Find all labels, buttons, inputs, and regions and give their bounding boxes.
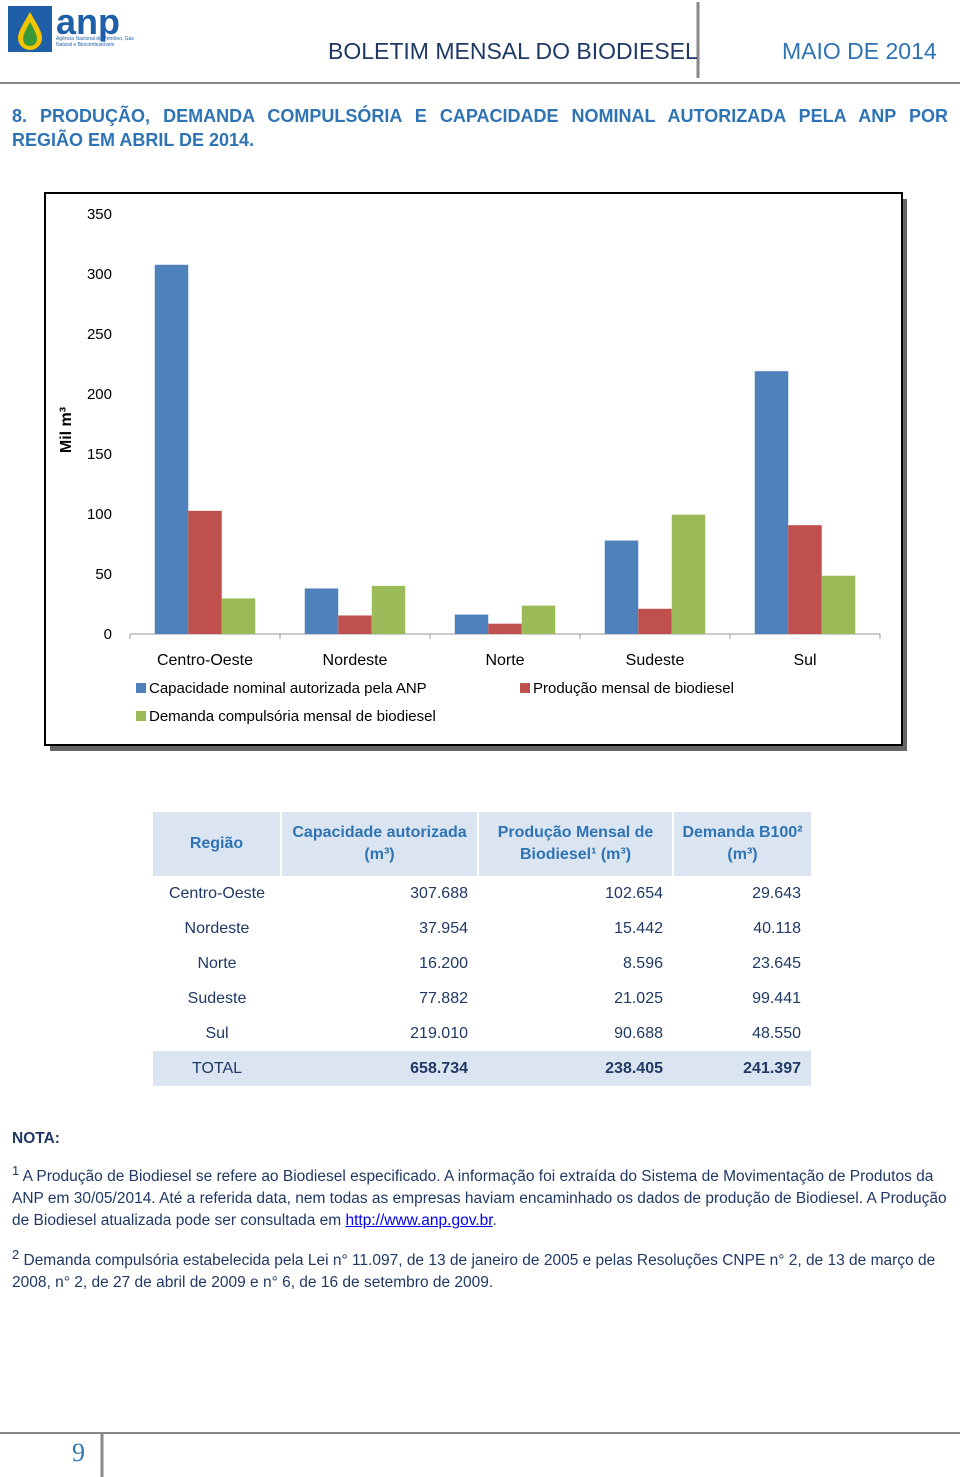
- section-title: REGIÃO EM ABRIL DE 2014.: [12, 130, 255, 150]
- note-text: .: [492, 1212, 497, 1230]
- table-cell: 23.645: [752, 954, 801, 972]
- table-row: Sul 219.010 90.688 48.550: [153, 1016, 811, 1051]
- bar: [521, 605, 556, 634]
- table-cell: Nordeste: [184, 919, 250, 937]
- bar: [754, 371, 789, 634]
- x-tick-label: Sudeste: [626, 652, 685, 669]
- table-row: TOTAL 658.734 238.405 241.397: [153, 1051, 811, 1086]
- table-cell: Sudeste: [187, 989, 247, 1007]
- table-cell: 238.405: [478, 1051, 673, 1086]
- note-marker: 1: [12, 1163, 20, 1178]
- bar: [488, 623, 522, 634]
- y-tick-label: 0: [104, 626, 112, 643]
- table-cell: Sul: [205, 1024, 229, 1042]
- y-tick-label: 50: [95, 566, 112, 583]
- legend-label: Demanda compulsória mensal de biodiesel: [149, 708, 436, 725]
- bar: [371, 585, 406, 634]
- table-cell: 15.442: [614, 919, 663, 937]
- note-marker: 2: [12, 1247, 20, 1263]
- legend-label: Produção mensal de biodiesel: [533, 680, 734, 697]
- notes: NOTA: 1 A Produção de Biodiesel se refer…: [12, 1128, 948, 1306]
- bar: [304, 588, 339, 634]
- table-cell: 658.734: [281, 1051, 478, 1086]
- page-number: 9: [72, 1438, 85, 1467]
- table-header: Região: [153, 812, 282, 876]
- table-header: Demanda B100² (m³): [673, 812, 811, 876]
- header: anp Agência Nacional do Petróleo, Gás Na…: [0, 1, 960, 84]
- note-text: Demanda compulsória estabelecida pela Le…: [12, 1252, 936, 1292]
- table-cell: 29.643: [752, 884, 801, 902]
- table-cell: Centro-Oeste: [168, 884, 266, 902]
- note-text: A Produção de Biodiesel se refere ao Bio…: [12, 1168, 947, 1230]
- table-cell: 99.441: [752, 989, 801, 1007]
- table-cell: 90.688: [614, 1024, 663, 1042]
- table-cell: 48.550: [752, 1024, 801, 1042]
- bar: [221, 598, 256, 634]
- table-row: Norte 16.200 8.596 23.645: [153, 946, 811, 981]
- x-tick-label: Nordeste: [323, 652, 388, 669]
- legend-swatch: [520, 683, 530, 693]
- legend-label: Capacidade nominal autorizada pela ANP: [149, 680, 427, 697]
- bar: [788, 525, 822, 634]
- logo-text: anp: [56, 1, 120, 42]
- agency-name: Agência Nacional do Petróleo, Gás Natura…: [56, 36, 134, 48]
- chart: Mil m³ 0 50 100 150 200 250 300 350 Centro-Oeste N…: [44, 192, 907, 751]
- bar: [338, 615, 372, 634]
- table-cell: 241.397: [673, 1051, 811, 1086]
- bar: [638, 608, 672, 634]
- y-tick-label: 200: [87, 386, 112, 403]
- table-cell: 77.882: [419, 989, 468, 1007]
- x-tick-label: Sul: [793, 652, 816, 669]
- logo-drop-inner: [23, 22, 37, 46]
- y-axis-label: Mil m³: [58, 407, 75, 453]
- y-tick-label: 150: [87, 446, 112, 463]
- note-link[interactable]: http://www.anp.gov.br: [345, 1212, 493, 1230]
- bar: [604, 540, 639, 634]
- header-date: MAIO DE 2014: [782, 38, 937, 64]
- table-cell: 8.596: [622, 954, 663, 972]
- x-tick-label: Norte: [485, 652, 524, 669]
- legend-swatch: [136, 711, 146, 721]
- data-table: Região Capacidade autorizada (m³) Produção…: [153, 812, 811, 1086]
- bar: [188, 510, 222, 634]
- notes-title: NOTA:: [12, 1130, 60, 1147]
- table-cell: TOTAL: [153, 1051, 281, 1086]
- table-cell: 102.654: [605, 884, 663, 902]
- table-cell: 219.010: [410, 1024, 468, 1042]
- table-cell: 16.200: [419, 954, 468, 972]
- header-title: BOLETIM MENSAL DO BIODIESEL: [328, 38, 698, 64]
- x-tick-label: Centro-Oeste: [157, 652, 253, 669]
- bar: [671, 514, 706, 634]
- y-tick-label: 250: [87, 326, 112, 343]
- table-header: Capacidade autorizada (m³): [281, 812, 479, 876]
- table-header: Produção Mensal de Biodiesel¹ (m³): [478, 812, 674, 876]
- table-cell: 37.954: [419, 919, 468, 937]
- table-cell: 307.688: [410, 884, 468, 902]
- y-tick-label: 100: [87, 506, 112, 523]
- footer: [0, 1432, 960, 1477]
- table-cell: 21.025: [614, 989, 663, 1007]
- table-row: Sudeste 77.882 21.025 99.441: [153, 981, 811, 1016]
- table-row: Centro-Oeste 307.688 102.654 29.643: [153, 876, 811, 911]
- table-row: Nordeste 37.954 15.442 40.118: [153, 911, 811, 946]
- legend-swatch: [136, 683, 146, 693]
- section-title: 8. PRODUÇÃO, DEMANDA COMPULSÓRIA E CAPAC…: [12, 106, 948, 126]
- y-tick-label: 350: [87, 206, 112, 223]
- y-tick-label: 300: [87, 266, 112, 283]
- table-cell: 40.118: [753, 919, 801, 937]
- table-cell: Norte: [197, 954, 237, 972]
- note: 2 Demanda compulsória estabelecida pela …: [12, 1244, 948, 1294]
- bar: [154, 264, 189, 634]
- bar: [821, 575, 856, 634]
- note: 1 A Produção de Biodiesel se refere ao B…: [12, 1160, 948, 1232]
- bar: [454, 614, 489, 634]
